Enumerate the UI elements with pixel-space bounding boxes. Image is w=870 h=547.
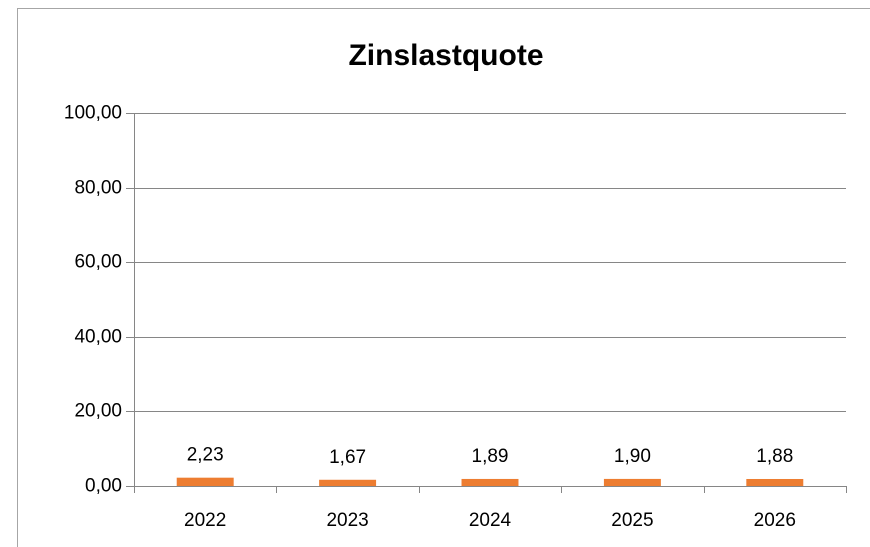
value-label: 1,67 (329, 447, 366, 468)
bar (319, 479, 377, 486)
y-tick-label: 80,00 (74, 178, 122, 199)
x-tick-label: 2024 (469, 510, 512, 531)
x-tick-label: 2022 (184, 510, 226, 531)
x-tick-label: 2023 (326, 510, 368, 531)
y-tick-label: 60,00 (74, 252, 122, 273)
bar (461, 478, 519, 486)
y-tick-label: 40,00 (74, 327, 122, 348)
value-label: 1,90 (614, 446, 651, 467)
chart-title: Zinslastquote (348, 39, 543, 72)
y-tick-label: 0,00 (85, 476, 122, 497)
value-label: 1,89 (472, 446, 509, 467)
x-tick-label: 2025 (611, 510, 653, 531)
y-tick-label: 20,00 (74, 401, 122, 422)
value-label: 1,88 (756, 446, 793, 467)
chart-frame (17, 8, 870, 547)
x-tick-label: 2026 (754, 510, 796, 531)
bar (603, 478, 661, 486)
bar (746, 478, 804, 486)
y-tick-label: 100,00 (64, 103, 122, 124)
value-label: 2,23 (187, 445, 224, 466)
bar (176, 477, 234, 486)
